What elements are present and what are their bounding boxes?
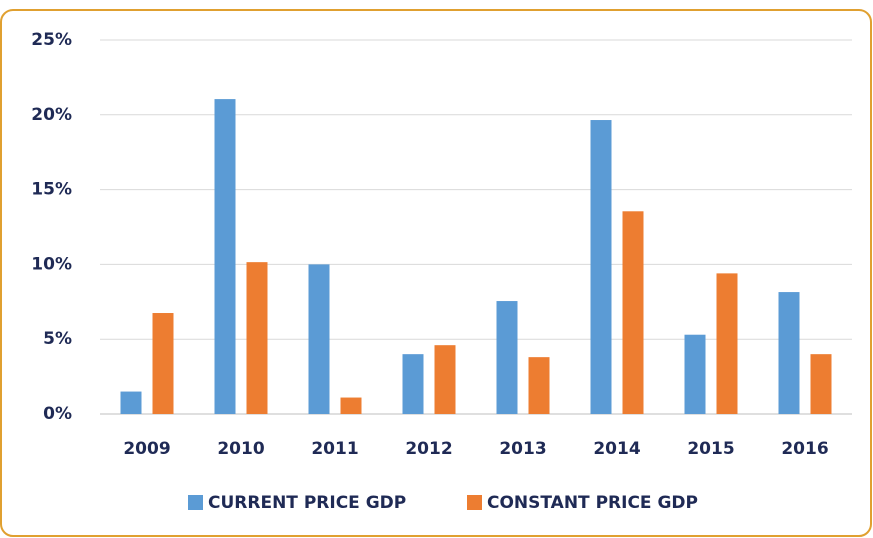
x-tick-label: 2015: [687, 439, 734, 459]
bar: [810, 354, 832, 414]
bar: [528, 357, 550, 414]
y-tick-label: 0%: [43, 404, 72, 424]
y-tick-label: 25%: [31, 30, 72, 50]
x-tick-label: 2013: [499, 439, 546, 459]
x-tick-label: 2012: [405, 439, 452, 459]
legend-swatch: [188, 495, 203, 510]
bar: [340, 397, 362, 414]
x-tick-label: 2010: [217, 439, 264, 459]
bar: [214, 99, 236, 414]
bar: [684, 334, 706, 414]
bar: [152, 313, 174, 414]
x-tick-label: 2011: [311, 439, 358, 459]
bar: [402, 354, 424, 414]
legend-swatch: [467, 495, 482, 510]
bar: [434, 345, 456, 414]
x-tick-label: 2016: [781, 439, 828, 459]
y-tick-label: 5%: [43, 329, 72, 349]
bar: [308, 264, 330, 414]
legend-label: CONSTANT PRICE GDP: [487, 493, 698, 513]
y-tick-label: 15%: [31, 180, 72, 200]
y-tick-label: 20%: [31, 105, 72, 125]
legend-label: CURRENT PRICE GDP: [208, 493, 406, 513]
x-tick-label: 2009: [123, 439, 170, 459]
bar: [622, 211, 644, 414]
bar: [778, 292, 800, 414]
bar: [496, 301, 518, 414]
bar: [120, 391, 142, 414]
bar: [246, 262, 268, 414]
x-tick-label: 2014: [593, 439, 640, 459]
bar: [590, 120, 612, 414]
bar: [716, 273, 738, 414]
y-tick-label: 10%: [31, 254, 72, 274]
